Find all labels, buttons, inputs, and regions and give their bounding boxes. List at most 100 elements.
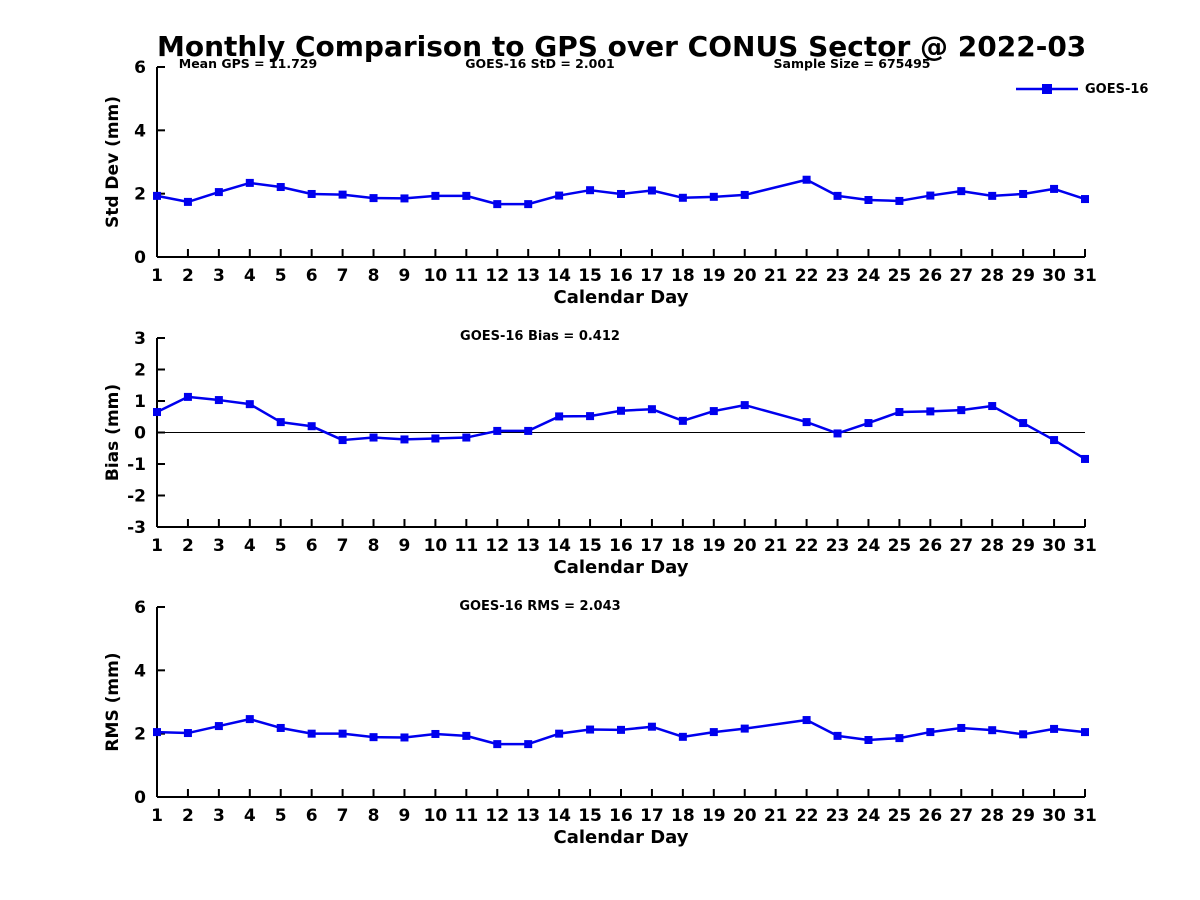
svg-text:23: 23 [826, 266, 850, 286]
svg-text:7: 7 [337, 266, 349, 286]
svg-text:6: 6 [134, 58, 146, 78]
svg-text:2: 2 [134, 725, 146, 745]
legend: GOES-16 [1016, 81, 1148, 97]
svg-text:4: 4 [134, 661, 146, 681]
svg-text:14: 14 [547, 806, 571, 826]
svg-text:26: 26 [918, 266, 942, 286]
svg-text:Bias (mm): Bias (mm) [103, 384, 123, 481]
rms-subtitle: GOES-16 RMS = 2.043 [459, 599, 621, 614]
svg-text:6: 6 [306, 266, 318, 286]
svg-text:31: 31 [1073, 536, 1097, 556]
svg-text:13: 13 [516, 536, 540, 556]
annotation-sample-size: Sample Size = 675495 [773, 56, 931, 71]
svg-text:3: 3 [213, 806, 225, 826]
svg-text:6: 6 [134, 598, 146, 618]
svg-text:11: 11 [454, 266, 478, 286]
svg-text:17: 17 [640, 536, 664, 556]
svg-text:23: 23 [826, 536, 850, 556]
svg-text:27: 27 [949, 806, 973, 826]
svg-text:22: 22 [795, 536, 819, 556]
legend-line-sample [1016, 84, 1078, 94]
svg-text:9: 9 [399, 266, 411, 286]
svg-text:28: 28 [980, 266, 1004, 286]
svg-text:17: 17 [640, 806, 664, 826]
svg-text:Std Dev (mm): Std Dev (mm) [103, 96, 123, 228]
svg-text:28: 28 [980, 536, 1004, 556]
svg-text:1: 1 [151, 536, 163, 556]
svg-text:13: 13 [516, 266, 540, 286]
svg-text:26: 26 [918, 806, 942, 826]
svg-text:31: 31 [1073, 266, 1097, 286]
svg-text:24: 24 [857, 536, 881, 556]
svg-text:Calendar Day: Calendar Day [554, 827, 689, 848]
svg-text:-1: -1 [127, 455, 146, 475]
svg-text:10: 10 [424, 266, 448, 286]
svg-text:20: 20 [733, 536, 757, 556]
svg-text:20: 20 [733, 266, 757, 286]
svg-text:24: 24 [857, 806, 881, 826]
svg-text:27: 27 [949, 266, 973, 286]
svg-text:3: 3 [134, 329, 146, 349]
svg-text:2: 2 [182, 536, 194, 556]
svg-text:25: 25 [888, 806, 912, 826]
svg-text:8: 8 [368, 806, 380, 826]
svg-text:11: 11 [454, 806, 478, 826]
svg-text:13: 13 [516, 806, 540, 826]
svg-text:30: 30 [1042, 266, 1066, 286]
svg-text:19: 19 [702, 806, 726, 826]
svg-text:21: 21 [764, 266, 788, 286]
svg-text:29: 29 [1011, 266, 1035, 286]
svg-text:20: 20 [733, 806, 757, 826]
svg-text:2: 2 [134, 185, 146, 205]
annotation-mean-gps: Mean GPS = 11.729 [178, 56, 318, 71]
svg-text:2: 2 [182, 806, 194, 826]
legend-marker-icon [1042, 84, 1052, 94]
chart-title: Monthly Comparison to GPS over CONUS Sec… [157, 30, 1087, 63]
svg-text:21: 21 [764, 536, 788, 556]
svg-text:30: 30 [1042, 806, 1066, 826]
svg-text:29: 29 [1011, 536, 1035, 556]
svg-text:5: 5 [275, 266, 287, 286]
svg-text:2: 2 [134, 361, 146, 381]
svg-text:4: 4 [244, 266, 256, 286]
svg-text:15: 15 [578, 806, 602, 826]
svg-text:-2: -2 [127, 487, 146, 507]
svg-text:25: 25 [888, 536, 912, 556]
svg-text:17: 17 [640, 266, 664, 286]
svg-text:9: 9 [399, 806, 411, 826]
svg-text:1: 1 [151, 806, 163, 826]
svg-text:11: 11 [454, 536, 478, 556]
svg-text:3: 3 [213, 536, 225, 556]
svg-text:30: 30 [1042, 536, 1066, 556]
svg-text:6: 6 [306, 536, 318, 556]
svg-text:0: 0 [134, 788, 146, 808]
svg-text:21: 21 [764, 806, 788, 826]
legend-label: GOES-16 [1085, 81, 1149, 97]
svg-text:19: 19 [702, 536, 726, 556]
svg-text:Calendar Day: Calendar Day [554, 287, 689, 308]
svg-text:15: 15 [578, 266, 602, 286]
svg-text:7: 7 [337, 536, 349, 556]
svg-text:4: 4 [134, 121, 146, 141]
svg-text:18: 18 [671, 266, 695, 286]
svg-text:18: 18 [671, 536, 695, 556]
svg-text:1: 1 [151, 266, 163, 286]
svg-text:3: 3 [213, 266, 225, 286]
svg-text:12: 12 [485, 536, 509, 556]
svg-text:0: 0 [134, 424, 146, 444]
svg-text:10: 10 [424, 806, 448, 826]
svg-text:14: 14 [547, 536, 571, 556]
svg-text:5: 5 [275, 536, 287, 556]
svg-text:28: 28 [980, 806, 1004, 826]
svg-text:10: 10 [424, 536, 448, 556]
svg-text:Calendar Day: Calendar Day [554, 557, 689, 578]
svg-text:1: 1 [134, 392, 146, 412]
svg-text:31: 31 [1073, 806, 1097, 826]
svg-text:6: 6 [306, 806, 318, 826]
svg-text:23: 23 [826, 806, 850, 826]
svg-text:2: 2 [182, 266, 194, 286]
svg-text:19: 19 [702, 266, 726, 286]
svg-text:16: 16 [609, 266, 633, 286]
